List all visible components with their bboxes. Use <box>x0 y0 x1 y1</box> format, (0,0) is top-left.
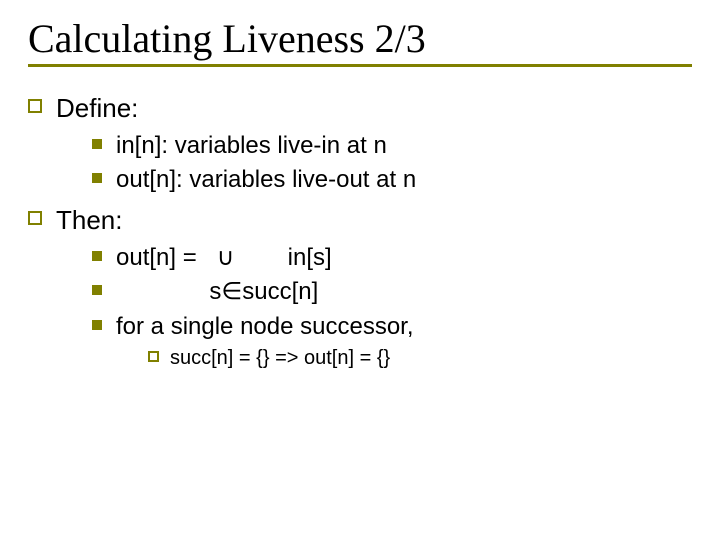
define-item-1: in[n]: variables live-in at n <box>92 130 692 162</box>
section-label: Then: <box>56 205 123 235</box>
section-label: Define: <box>56 93 138 123</box>
slide-body: Define: in[n]: variables live-in at n ou… <box>28 91 692 372</box>
list-item-text: succ[n] = {} => out[n] = {} <box>170 347 390 369</box>
slide-title: Calculating Liveness 2/3 <box>28 16 692 62</box>
then-item-3: for a single node successor, <box>92 311 692 343</box>
list-item-text: for a single node successor, <box>116 313 414 340</box>
then-subitem-1: succ[n] = {} => out[n] = {} <box>148 345 692 372</box>
define-item-2: out[n]: variables live-out at n <box>92 164 692 196</box>
solid-square-icon <box>92 285 102 295</box>
title-underline <box>28 64 692 67</box>
list-item-text: out[n]: variables live-out at n <box>116 166 416 193</box>
slide: Calculating Liveness 2/3 Define: in[n]: … <box>0 0 720 540</box>
solid-square-icon <box>92 173 102 183</box>
hollow-square-small-icon <box>148 351 159 362</box>
equation-subscript-line: s∈succ[n] <box>116 278 318 305</box>
hollow-square-icon <box>28 99 42 113</box>
section-define: Define: <box>28 91 692 126</box>
solid-square-icon <box>92 320 102 330</box>
hollow-square-icon <box>28 211 42 225</box>
equation-line: out[n] = ∪ in[s] <box>116 244 332 271</box>
then-item-2: s∈succ[n] <box>92 276 692 308</box>
then-item-1: out[n] = ∪ in[s] <box>92 242 692 274</box>
solid-square-icon <box>92 139 102 149</box>
list-item-text: in[n]: variables live-in at n <box>116 132 387 159</box>
solid-square-icon <box>92 251 102 261</box>
section-then: Then: <box>28 203 692 238</box>
